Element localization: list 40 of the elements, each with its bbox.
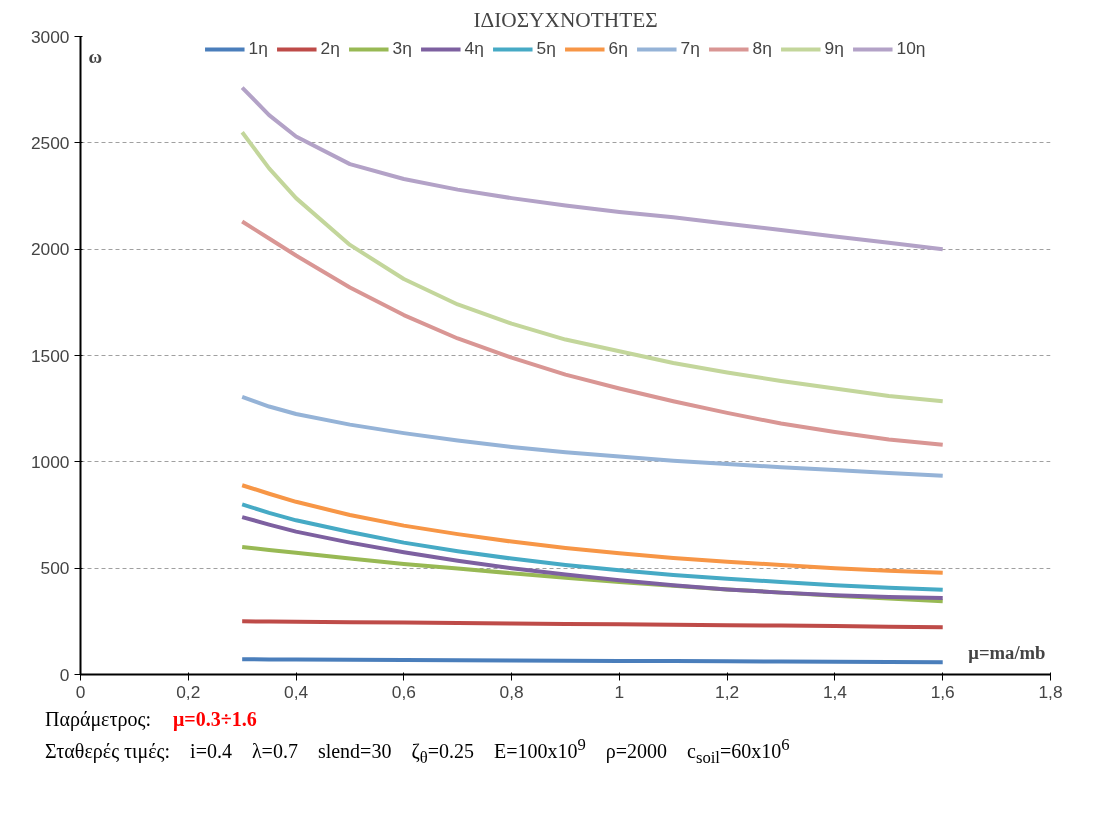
- legend-label: 10η: [896, 38, 926, 59]
- legend-label: 1η: [248, 38, 269, 59]
- text: Παράμετρος:: [45, 708, 151, 730]
- x-tick-label: 0,2: [176, 681, 201, 702]
- text: Σταθερές τιμές: i=0.4 λ=0.7 slend=30 ζ$_{θ}$=0.25 E=100x10$^{9}$ ρ=2000 c$_{soil}$=60x10$^{6}$: [45, 734, 790, 769]
- x-tick-label: 1,8: [1038, 681, 1063, 702]
- x-axis-title: μ=ma/mb: [968, 641, 1046, 663]
- legend-label: 7η: [680, 38, 701, 59]
- y-tick-label: 1500: [30, 345, 70, 366]
- y-tick-label: 2000: [30, 239, 70, 260]
- text: μ=0.3÷1.6: [173, 708, 257, 730]
- x-tick-label: 0,4: [284, 681, 309, 702]
- legend-label: 5η: [536, 38, 557, 59]
- legend-label: 2η: [320, 38, 341, 59]
- y-tick-label: 1000: [30, 451, 70, 472]
- x-tick-label: 1,6: [930, 681, 955, 702]
- y-tick-label: 0: [59, 664, 70, 685]
- x-tick-label: 0: [75, 681, 86, 702]
- legend-label: 9η: [824, 38, 845, 59]
- x-tick-label: 1,4: [822, 681, 848, 702]
- line-series: [240, 515, 945, 600]
- y-tick-label: 2500: [30, 132, 70, 153]
- line-series: [240, 219, 945, 447]
- line-series: [240, 502, 945, 592]
- legend-label: 3η: [392, 38, 413, 59]
- legend-label: 8η: [752, 38, 773, 59]
- line-series: [240, 85, 945, 252]
- line-series: [240, 483, 945, 575]
- y-axis-title: ω: [88, 45, 103, 67]
- x-tick-label: 1: [614, 681, 625, 702]
- line-series: [240, 394, 945, 478]
- line-series: [240, 130, 945, 404]
- y-tick-label: 500: [40, 558, 70, 579]
- x-tick-label: 0,6: [391, 681, 416, 702]
- x-tick-label: 1,2: [715, 681, 740, 702]
- x-tick-label: 0,8: [499, 681, 524, 702]
- y-tick-label: 3000: [30, 26, 70, 47]
- legend-label: 4η: [464, 38, 485, 59]
- legend-label: 6η: [608, 38, 629, 59]
- chart-title: ΙΔΙΟΣΥΧΝΟΤΗΤΕΣ: [473, 7, 658, 32]
